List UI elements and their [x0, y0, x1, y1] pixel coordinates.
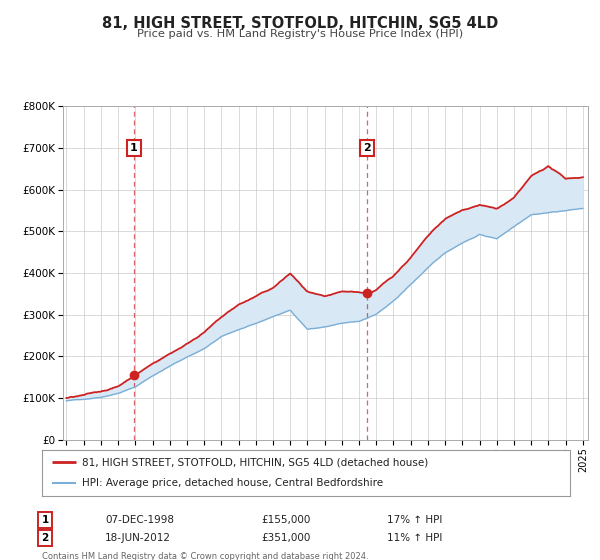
Text: £351,000: £351,000	[261, 533, 310, 543]
Text: Contains HM Land Registry data © Crown copyright and database right 2024.
This d: Contains HM Land Registry data © Crown c…	[42, 552, 368, 560]
Text: 18-JUN-2012: 18-JUN-2012	[105, 533, 171, 543]
Text: 17% ↑ HPI: 17% ↑ HPI	[387, 515, 442, 525]
Text: 2: 2	[41, 533, 49, 543]
Text: 81, HIGH STREET, STOTFOLD, HITCHIN, SG5 4LD (detached house): 81, HIGH STREET, STOTFOLD, HITCHIN, SG5 …	[82, 457, 428, 467]
Text: 07-DEC-1998: 07-DEC-1998	[105, 515, 174, 525]
Text: HPI: Average price, detached house, Central Bedfordshire: HPI: Average price, detached house, Cent…	[82, 478, 383, 488]
Text: 1: 1	[130, 143, 138, 153]
Text: 11% ↑ HPI: 11% ↑ HPI	[387, 533, 442, 543]
Text: 81, HIGH STREET, STOTFOLD, HITCHIN, SG5 4LD: 81, HIGH STREET, STOTFOLD, HITCHIN, SG5 …	[102, 16, 498, 31]
Text: 1: 1	[41, 515, 49, 525]
Text: £155,000: £155,000	[261, 515, 310, 525]
Text: Price paid vs. HM Land Registry's House Price Index (HPI): Price paid vs. HM Land Registry's House …	[137, 29, 463, 39]
Text: 2: 2	[363, 143, 371, 153]
